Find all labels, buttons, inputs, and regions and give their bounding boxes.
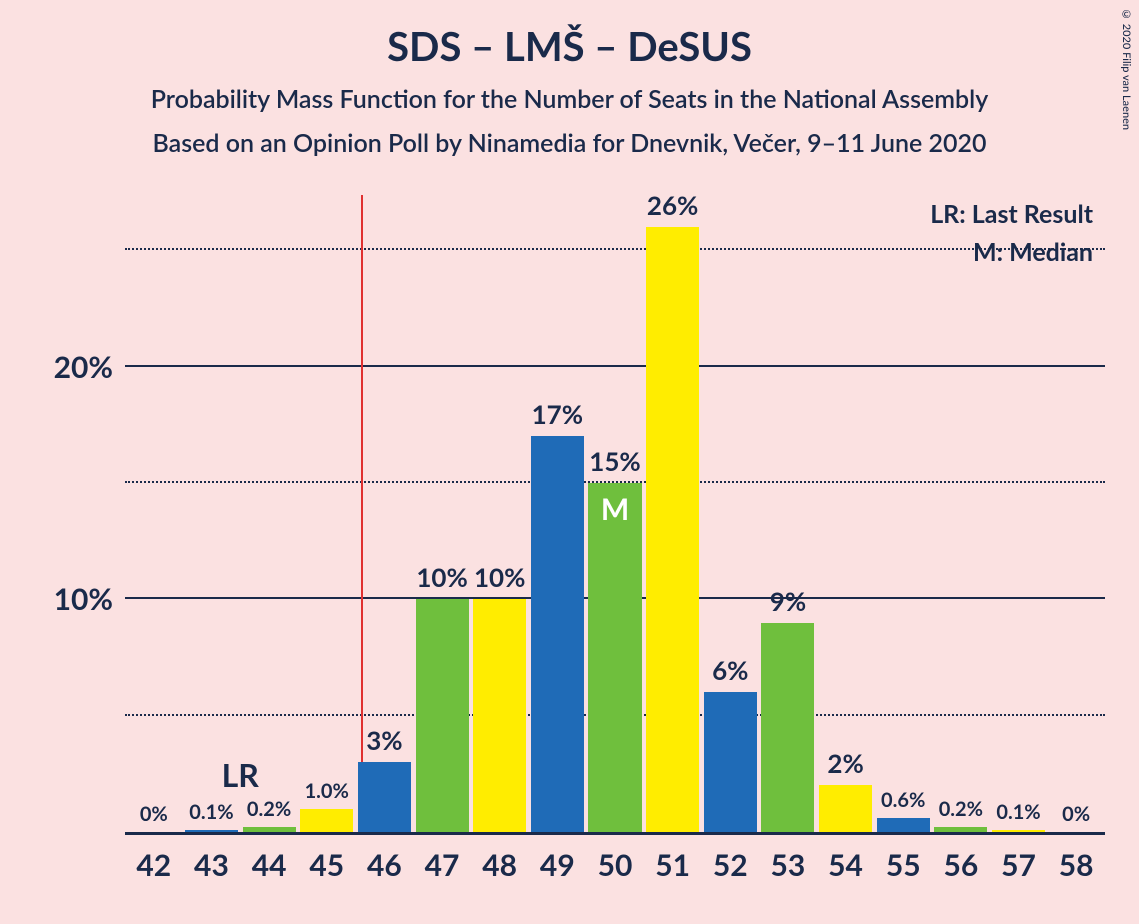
bar <box>531 436 584 832</box>
bar-value-label: 17% <box>529 398 587 430</box>
copyright-text: © 2020 Filip van Laenen <box>1120 8 1133 130</box>
bar <box>243 827 296 832</box>
x-tick-label: 42 <box>125 847 183 883</box>
bar <box>416 599 469 832</box>
bar <box>588 483 641 832</box>
bar-value-label: 2% <box>817 747 875 779</box>
x-tick-label: 56 <box>932 847 990 883</box>
x-tick-label: 53 <box>759 847 817 883</box>
bar-value-label: 0% <box>1047 802 1105 826</box>
plot: LR: Last Result M: Median 10%20%0%0.1%0.… <box>125 195 1105 835</box>
chart-subtitle-2: Based on an Opinion Poll by Ninamedia fo… <box>0 128 1139 158</box>
legend-lr: LR: Last Result <box>930 199 1093 229</box>
x-tick-label: 54 <box>817 847 875 883</box>
bar <box>473 599 526 832</box>
bar <box>646 227 699 832</box>
lr-mark: LR <box>183 755 298 794</box>
x-tick-label: 47 <box>413 847 471 883</box>
bar-value-label: 26% <box>644 189 702 221</box>
chart-area: LR: Last Result M: Median 10%20%0%0.1%0.… <box>125 195 1105 835</box>
bar-value-label: 0.2% <box>932 797 990 821</box>
bar-value-label: 0.6% <box>874 788 932 812</box>
x-tick-label: 55 <box>874 847 932 883</box>
x-tick-label: 43 <box>183 847 241 883</box>
x-tick-label: 52 <box>701 847 759 883</box>
gridline-major <box>125 365 1105 367</box>
bar <box>761 623 814 832</box>
bar-value-label: 9% <box>759 585 817 617</box>
bar <box>992 830 1045 832</box>
bar-value-label: 10% <box>471 561 529 593</box>
bar-value-label: 6% <box>701 654 759 686</box>
x-tick-label: 44 <box>240 847 298 883</box>
bar <box>358 762 411 832</box>
bar <box>704 692 757 832</box>
bar <box>300 809 353 832</box>
bar <box>934 827 987 832</box>
legend-m: M: Median <box>930 237 1093 267</box>
bar-value-label: 3% <box>356 724 414 756</box>
x-tick-label: 45 <box>298 847 356 883</box>
bar-value-label: 0% <box>125 802 183 826</box>
bar-value-label: 0.1% <box>183 800 241 824</box>
x-tick-label: 50 <box>586 847 644 883</box>
bar-value-label: 0.1% <box>990 800 1048 824</box>
x-tick-label: 49 <box>529 847 587 883</box>
x-tick-label: 46 <box>356 847 414 883</box>
bar-value-label: 15% <box>586 445 644 477</box>
bar <box>185 830 238 832</box>
median-mark: M <box>586 491 644 527</box>
x-tick-label: 48 <box>471 847 529 883</box>
gridline-minor <box>125 248 1105 250</box>
bar <box>877 818 930 832</box>
chart-title: SDS – LMŠ – DeSUS <box>0 0 1139 70</box>
bar-value-label: 10% <box>413 561 471 593</box>
legend: LR: Last Result M: Median <box>930 199 1093 267</box>
y-tick-label: 20% <box>54 349 113 385</box>
x-tick-label: 58 <box>1047 847 1105 883</box>
bar-value-label: 1.0% <box>298 779 356 803</box>
y-tick-label: 10% <box>54 581 113 617</box>
chart-subtitle-1: Probability Mass Function for the Number… <box>0 84 1139 114</box>
x-tick-label: 51 <box>644 847 702 883</box>
bar-value-label: 0.2% <box>240 797 298 821</box>
x-tick-label: 57 <box>990 847 1048 883</box>
bar <box>819 785 872 832</box>
